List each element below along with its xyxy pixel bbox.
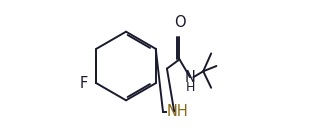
Text: F: F xyxy=(80,76,88,91)
Text: N: N xyxy=(185,70,195,85)
Text: NH: NH xyxy=(167,104,189,119)
Text: O: O xyxy=(174,15,185,30)
Text: H: H xyxy=(186,81,195,94)
